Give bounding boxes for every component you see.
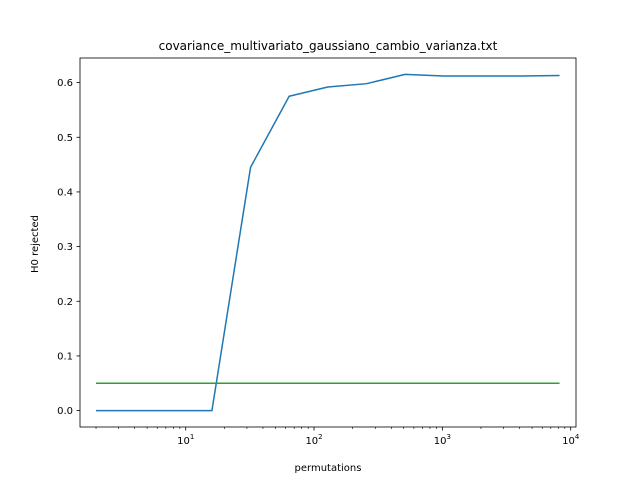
y-axis-label: H0 rejected bbox=[30, 215, 41, 273]
y-tick-label: 0.6 bbox=[57, 78, 73, 89]
chart-title: covariance_multivariato_gaussiano_cambio… bbox=[159, 39, 498, 53]
axes-frame bbox=[79, 57, 577, 428]
y-tick-label: 0.2 bbox=[57, 297, 73, 308]
plot-area: 101 102 103 104 0.0 0.1 0.2 0.3 0.4 0.5 0.6 bbox=[57, 57, 580, 447]
series-line-rejection-rate bbox=[96, 73, 560, 412]
x-axis-label: permutations bbox=[295, 463, 362, 474]
x-tick-label: 104 bbox=[562, 433, 580, 447]
y-tick-label: 0.5 bbox=[57, 133, 73, 144]
y-tick-label: 0.3 bbox=[57, 242, 73, 253]
y-tick-label: 0.0 bbox=[57, 406, 73, 417]
x-tick-label: 101 bbox=[177, 433, 194, 447]
x-tick-label: 103 bbox=[434, 433, 451, 447]
x-tick-label: 102 bbox=[305, 433, 322, 447]
y-tick-label: 0.1 bbox=[57, 351, 73, 362]
y-tick-label: 0.4 bbox=[57, 187, 73, 198]
